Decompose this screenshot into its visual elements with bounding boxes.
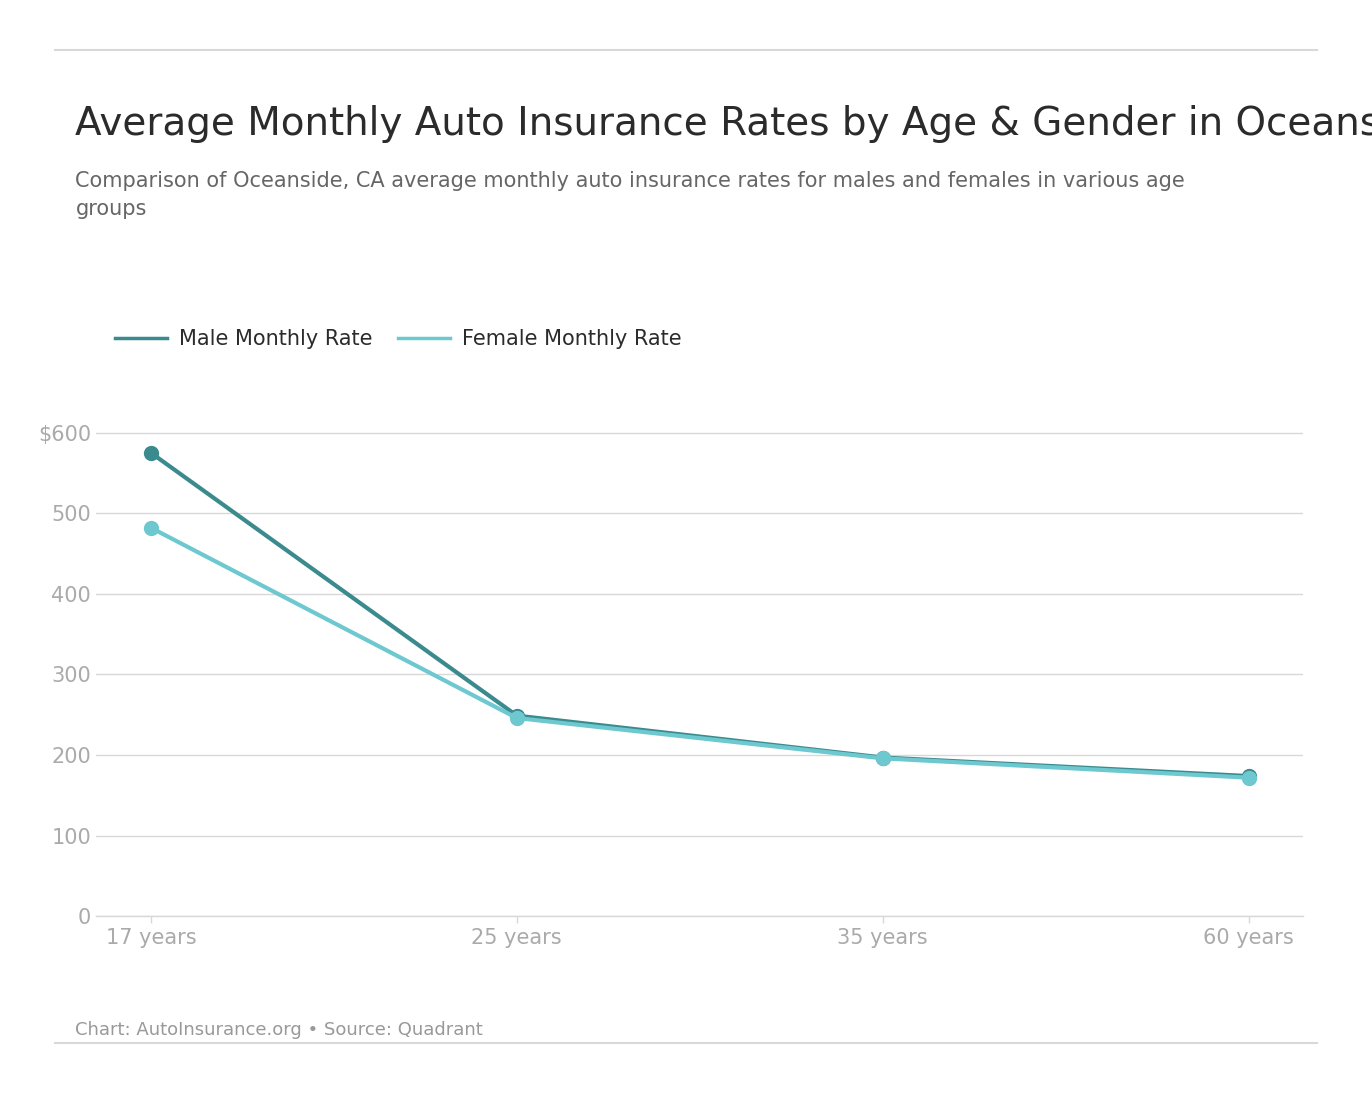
- Line: Male Monthly Rate: Male Monthly Rate: [144, 446, 1255, 783]
- Male Monthly Rate: [509, 709, 525, 722]
- Line: Female Monthly Rate: Female Monthly Rate: [144, 521, 1255, 785]
- Female Monthly Rate: [143, 521, 159, 534]
- Text: Average Monthly Auto Insurance Rates by Age & Gender in Oceanside, CA: Average Monthly Auto Insurance Rates by …: [75, 105, 1372, 142]
- Text: Chart: AutoInsurance.org • Source: Quadrant: Chart: AutoInsurance.org • Source: Quadr…: [75, 1021, 483, 1039]
- Female Monthly Rate: [1240, 771, 1257, 784]
- Male Monthly Rate: [143, 446, 159, 459]
- Text: Comparison of Oceanside, CA average monthly auto insurance rates for males and f: Comparison of Oceanside, CA average mont…: [75, 171, 1185, 219]
- Legend: Male Monthly Rate, Female Monthly Rate: Male Monthly Rate, Female Monthly Rate: [107, 321, 690, 358]
- Female Monthly Rate: [509, 711, 525, 724]
- Male Monthly Rate: [1240, 769, 1257, 783]
- Female Monthly Rate: [874, 752, 890, 765]
- Male Monthly Rate: [874, 751, 890, 764]
